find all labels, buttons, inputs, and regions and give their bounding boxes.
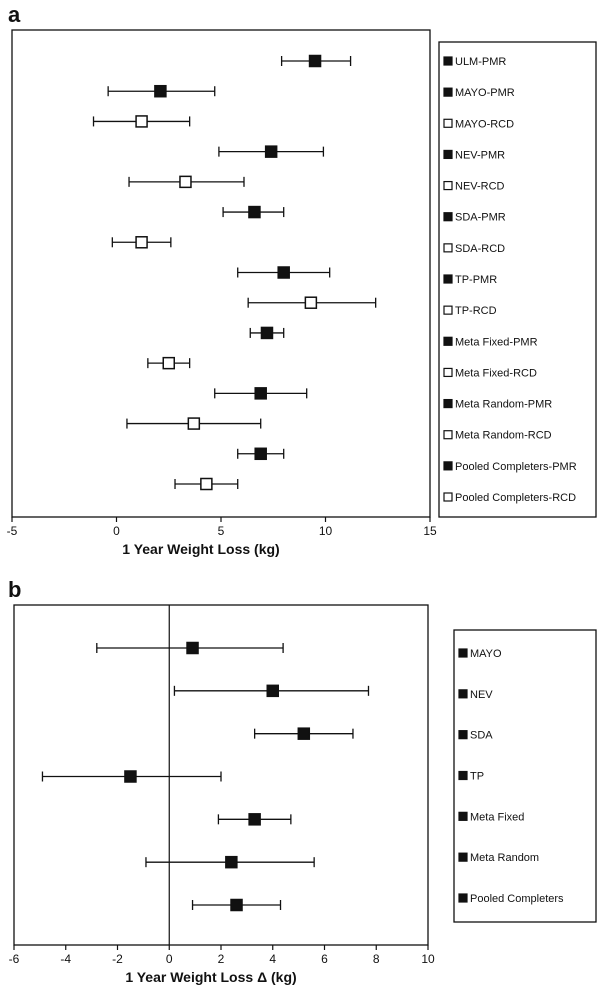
point-pooled-completers-rcd (200, 477, 213, 491)
legend-label-tp: TP (470, 771, 484, 783)
legend-swatch-mayo-pmr (443, 87, 453, 97)
legend-label-tp-pmr: TP-PMR (455, 274, 497, 286)
point-tp (124, 770, 137, 783)
point-sda (297, 727, 311, 740)
legend-swatch-sda-pmr (443, 212, 453, 222)
x-tick-label: 6 (321, 952, 328, 966)
point-meta-fixed (248, 813, 261, 826)
legend-label-sda-pmr: SDA-PMR (455, 212, 506, 224)
legend-label-pooled-completers-rcd: Pooled Completers-RCD (455, 492, 576, 504)
point-mayo-pmr (154, 84, 167, 98)
point-mayo-rcd (135, 115, 148, 128)
legend-box (438, 41, 597, 518)
legend-swatch-sda-rcd (443, 243, 453, 253)
panel-b-plot: -6 -4 -2 0 2 4 6 8 10 1 Year Weight Loss Δ (kg) MA… (9, 604, 597, 985)
legend-label-nev: NEV (470, 689, 493, 701)
point-pooled-completers-pmr (254, 447, 267, 461)
legend-swatch-meta-random-pmr (443, 398, 453, 409)
point-ulm-pmr (308, 54, 322, 68)
x-tick-label: -2 (112, 952, 123, 966)
legend-swatch-tp (458, 770, 468, 781)
legend-swatch-meta-random (458, 852, 468, 862)
legend-swatch-pooled-completers-rcd (443, 492, 453, 502)
legend-swatch-meta-fixed-pmr (443, 336, 453, 346)
legend-label-mayo-pmr: MAYO-PMR (455, 87, 515, 99)
legend-label-nev-pmr: NEV-PMR (455, 149, 505, 161)
legend-label-meta-fixed: Meta Fixed (470, 811, 524, 823)
panel-label-a: a (8, 2, 21, 27)
point-meta-random (225, 855, 238, 869)
x-tick-label: 8 (373, 952, 380, 966)
point-nev (266, 684, 279, 698)
legend-swatch-meta-random-rcd (443, 430, 453, 440)
x-tick-label: -4 (60, 952, 71, 966)
legend-swatch-meta-fixed (458, 811, 468, 821)
point-tp-pmr (277, 266, 290, 279)
legend-swatch-meta-fixed-rcd (443, 367, 453, 378)
legend-label-meta-random-rcd: Meta Random-RCD (455, 430, 552, 442)
point-meta-fixed-rcd (162, 356, 175, 370)
legend-swatch-nev (458, 689, 468, 699)
x-axis-title: 1 Year Weight Loss (kg) (122, 541, 279, 557)
plot-frame (11, 29, 431, 518)
x-tick-label: 4 (269, 952, 276, 966)
x-tick-label: 10 (421, 952, 435, 966)
x-tick-label: 15 (423, 524, 437, 538)
point-sda-pmr (248, 205, 261, 219)
point-nev-rcd (179, 175, 192, 189)
legend-label-pooled-completers-pmr: Pooled Completers-PMR (455, 461, 577, 473)
point-meta-fixed-pmr (260, 326, 274, 340)
x-tick-label: 0 (113, 524, 120, 538)
legend-swatch-nev-pmr (443, 149, 453, 160)
x-tick-label: -5 (7, 524, 18, 538)
legend-label-pooled-completers: Pooled Completers (470, 893, 564, 905)
legend-swatch-mayo-rcd (443, 118, 453, 128)
legend-box (453, 629, 597, 923)
legend-label-sda-rcd: SDA-RCD (455, 243, 505, 255)
legend-swatch-pooled-completers (458, 893, 468, 903)
legend-swatch-tp-pmr (443, 274, 453, 284)
legend-swatch-nev-rcd (443, 180, 453, 191)
legend-label-meta-random-pmr: Meta Random-PMR (455, 399, 552, 411)
legend-label-nev-rcd: NEV-RCD (455, 181, 505, 193)
x-tick-label: 10 (319, 524, 333, 538)
x-tick-label: 2 (218, 952, 225, 966)
legend-label-mayo: MAYO (470, 648, 502, 660)
panel-label-b: b (8, 577, 21, 602)
legend-swatch-ulm-pmr (443, 56, 453, 66)
panel-a-plot: -5 0 5 10 15 1 Year Weight Loss (kg) ULM-PMR MA… (7, 29, 597, 557)
legend-label-meta-fixed-pmr: Meta Fixed-PMR (455, 336, 538, 348)
point-sda-rcd (135, 236, 148, 249)
legend-label-mayo-rcd: MAYO-RCD (455, 118, 514, 130)
point-mayo (186, 641, 199, 655)
legend-label-ulm-pmr: ULM-PMR (455, 56, 506, 68)
legend-swatch-pooled-completers-pmr (443, 461, 453, 471)
point-meta-random-rcd (187, 417, 201, 430)
x-tick-label: 5 (218, 524, 225, 538)
legend-swatch-mayo (458, 648, 468, 658)
point-pooled-completers (230, 898, 243, 912)
x-axis-title: 1 Year Weight Loss Δ (kg) (125, 969, 296, 985)
x-tick-label: -6 (9, 952, 20, 966)
point-meta-random-pmr (254, 387, 267, 400)
legend-label-sda: SDA (470, 730, 493, 742)
point-tp-rcd (304, 296, 318, 309)
legend-label-tp-rcd: TP-RCD (455, 305, 497, 317)
legend-label-meta-random: Meta Random (470, 852, 539, 864)
legend-label-meta-fixed-rcd: Meta Fixed-RCD (455, 367, 537, 379)
legend-swatch-tp-rcd (443, 305, 453, 315)
point-nev-pmr (264, 145, 278, 158)
x-tick-label: 0 (166, 952, 173, 966)
legend-swatch-sda (458, 730, 468, 740)
